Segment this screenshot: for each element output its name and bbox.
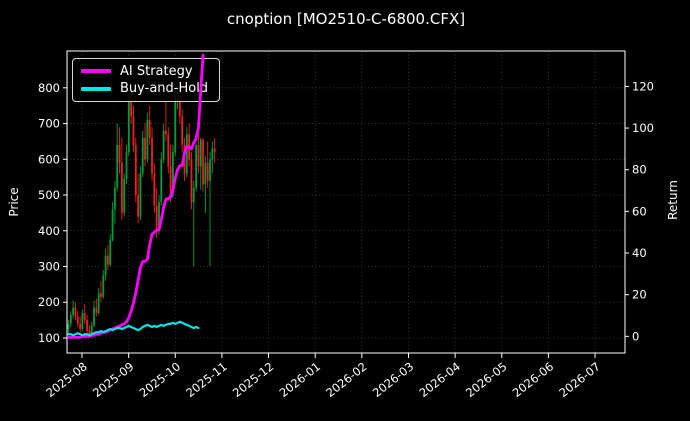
svg-text:2026-06: 2026-06 <box>510 359 556 400</box>
legend: AI Strategy Buy-and-Hold <box>72 58 220 102</box>
date-tick-labels: 2025-08 2025-09 2025-10 2025-11 2025-12 2026-… <box>43 353 603 400</box>
svg-text:20: 20 <box>632 288 647 302</box>
svg-text:2025-08: 2025-08 <box>43 359 89 400</box>
svg-text:2026-01: 2026-01 <box>277 359 323 400</box>
svg-text:200: 200 <box>38 295 60 309</box>
svg-text:2026-02: 2026-02 <box>323 359 369 400</box>
svg-text:0: 0 <box>632 329 639 343</box>
svg-text:2026-03: 2026-03 <box>370 359 416 400</box>
candlesticks <box>67 80 216 338</box>
svg-text:80: 80 <box>632 163 647 177</box>
svg-text:2026-04: 2026-04 <box>416 359 462 400</box>
buy-and-hold-swatch <box>81 86 111 91</box>
svg-text:2025-10: 2025-10 <box>137 359 183 400</box>
buy-and-hold-label: Buy-and-Hold <box>120 81 209 97</box>
svg-text:2025-12: 2025-12 <box>230 359 276 400</box>
svg-text:300: 300 <box>38 260 60 274</box>
ai-strategy-swatch <box>81 69 111 74</box>
svg-text:500: 500 <box>38 188 60 202</box>
svg-text:2025-11: 2025-11 <box>183 359 229 400</box>
svg-text:100: 100 <box>632 121 654 135</box>
chart-title: cnoption [MO2510-C-6800.CFX] <box>226 10 466 28</box>
svg-text:2026-05: 2026-05 <box>463 359 509 400</box>
svg-text:120: 120 <box>632 79 654 93</box>
svg-text:600: 600 <box>38 152 60 166</box>
ai-strategy-label: AI Strategy <box>120 63 193 79</box>
svg-text:700: 700 <box>38 117 60 131</box>
price-tick-labels: 100 200 300 400 500 600 700 800 <box>38 81 67 345</box>
svg-text:40: 40 <box>632 246 647 260</box>
return-tick-labels: 0 20 40 60 80 100 120 <box>625 79 654 343</box>
svg-text:2025-09: 2025-09 <box>90 359 136 400</box>
plot-border <box>66 50 626 354</box>
svg-text:400: 400 <box>38 224 60 238</box>
svg-text:100: 100 <box>38 331 60 345</box>
svg-text:800: 800 <box>38 81 60 95</box>
legend-item-buy-and-hold: Buy-and-Hold <box>81 81 211 96</box>
svg-text:2026-07: 2026-07 <box>556 359 602 400</box>
svg-text:60: 60 <box>632 204 647 218</box>
legend-item-ai-strategy: AI Strategy <box>81 64 211 79</box>
